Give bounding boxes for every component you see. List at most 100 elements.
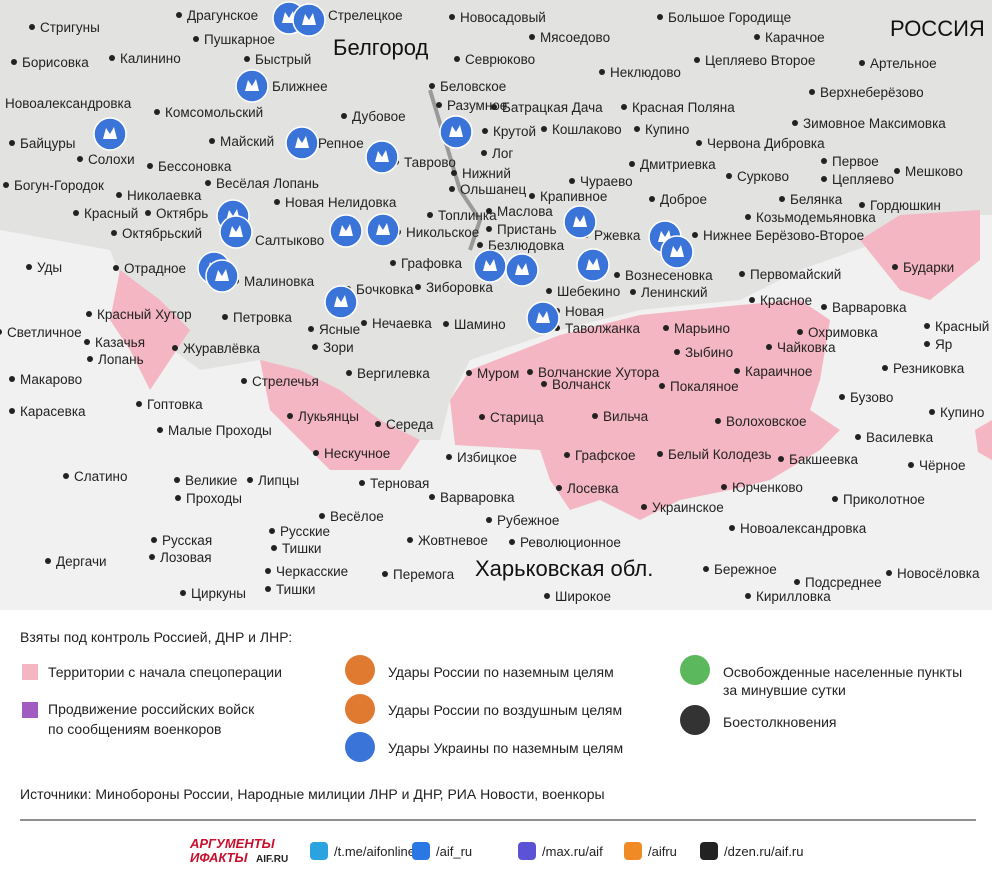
strike-burst <box>302 13 316 25</box>
settlement-dot <box>407 537 413 543</box>
settlement-dot <box>29 24 35 30</box>
settlement-dot <box>482 128 488 134</box>
settlement-dot <box>509 539 515 545</box>
settlement-dot <box>265 586 271 592</box>
place-label: Сурково <box>737 169 789 184</box>
place-label: Дмитриевка <box>640 157 716 172</box>
place-label: Резниковка <box>893 361 965 376</box>
place-label: Маслова <box>497 204 553 219</box>
settlement-dot <box>359 480 365 486</box>
place-label: Цепляево Второе <box>705 53 815 68</box>
place-label: Первомайский <box>750 267 841 282</box>
settlement-dot <box>886 570 892 576</box>
place-label: Майский <box>220 134 274 149</box>
footer-link[interactable]: /max.ru/aif <box>542 844 603 859</box>
place-label: Верхнеберёзово <box>820 85 924 100</box>
place-label: Русская <box>162 533 212 548</box>
place-label: Богун-Городок <box>14 178 104 193</box>
legend-item: Удары России по наземным целям <box>388 664 614 680</box>
settlement-dot <box>274 199 280 205</box>
settlement-dot <box>312 344 318 350</box>
settlement-dot <box>629 161 635 167</box>
strike-burst <box>536 311 550 323</box>
place-label: Карасевка <box>20 404 86 419</box>
settlement-dot <box>745 593 751 599</box>
place-label: Неклюдово <box>610 65 681 80</box>
settlement-dot <box>193 36 199 42</box>
settlement-dot <box>529 34 535 40</box>
place-label: Безлюдовка <box>488 238 565 253</box>
settlement-dot <box>809 89 815 95</box>
footer-link[interactable]: /dzen.ru/aif.ru <box>724 844 804 859</box>
place-label: Широкое <box>555 589 611 604</box>
legend-item: Боестолкновения <box>723 714 837 730</box>
social-icon <box>624 842 642 860</box>
settlement-dot <box>754 34 760 40</box>
place-label: Ольшанец <box>460 182 527 197</box>
footer-link[interactable]: /t.me/aifonline <box>334 844 415 859</box>
settlement-dot <box>443 321 449 327</box>
social-icon <box>412 842 430 860</box>
region-label: Харьковская обл. <box>475 556 653 581</box>
social-icon <box>310 842 328 860</box>
place-label: Вильча <box>603 409 649 424</box>
settlement-dot <box>449 186 455 192</box>
place-label: Ясные <box>319 322 360 337</box>
occupied-areas <box>110 210 992 520</box>
settlement-dot <box>749 297 755 303</box>
place-label: Красный <box>935 319 989 334</box>
place-label: Красная Поляна <box>632 100 735 115</box>
settlement-dot <box>341 113 347 119</box>
settlement-dot <box>172 345 178 351</box>
strike-burst <box>586 258 600 270</box>
place-label: Октябрь <box>156 206 208 221</box>
place-label: Революционное <box>520 535 621 550</box>
ua-ground-icon <box>345 732 375 762</box>
place-label: Репное <box>318 136 364 151</box>
settlement-dot <box>429 83 435 89</box>
settlement-dot <box>486 517 492 523</box>
settlement-dot <box>855 434 861 440</box>
settlement-dot <box>77 156 83 162</box>
place-label: Нечаевка <box>372 316 432 331</box>
settlement-dot <box>11 59 17 65</box>
place-label: Варваровка <box>440 490 515 505</box>
place-label: Жовтневое <box>418 533 488 548</box>
settlement-dot <box>544 593 550 599</box>
place-label: Стригуны <box>40 20 100 35</box>
advance-swatch <box>22 702 38 718</box>
settlement-dot <box>149 554 155 560</box>
settlement-dot <box>599 69 605 75</box>
strike-burst <box>339 224 353 236</box>
settlement-dot <box>209 138 215 144</box>
settlement-dot <box>621 104 627 110</box>
place-label: Бережное <box>714 562 777 577</box>
place-label: Солохи <box>88 152 135 167</box>
place-label: Комсомольский <box>165 105 263 120</box>
settlement-dot <box>449 14 455 20</box>
place-label: Волчанские Хутора <box>538 365 660 380</box>
place-label: Купино <box>940 405 984 420</box>
place-label: Весёлое <box>330 509 384 524</box>
place-label: Первое <box>832 154 879 169</box>
footer-link[interactable]: /aifru <box>648 844 677 859</box>
footer-link[interactable]: /aif_ru <box>436 844 472 859</box>
place-label: Ленинский <box>641 285 708 300</box>
place-label: Карачное <box>765 30 825 45</box>
place-label: Юрченково <box>732 480 803 495</box>
river <box>428 89 483 251</box>
place-label: Чёрное <box>919 458 966 473</box>
settlement-dot <box>415 284 421 290</box>
settlement-dot <box>0 329 2 335</box>
settlement-dot <box>313 450 319 456</box>
settlement-dot <box>486 208 492 214</box>
place-label: Новоалександровка <box>740 521 867 536</box>
ru-air-icon <box>345 694 375 724</box>
legend-item: Освобожденные населенные пункты <box>723 664 962 680</box>
settlement-dot <box>451 170 457 176</box>
place-label: Черкасские <box>276 564 348 579</box>
legend-item: Территории с начала спецоперации <box>48 664 282 680</box>
place-label: Артельное <box>870 56 937 71</box>
social-icon <box>700 842 718 860</box>
